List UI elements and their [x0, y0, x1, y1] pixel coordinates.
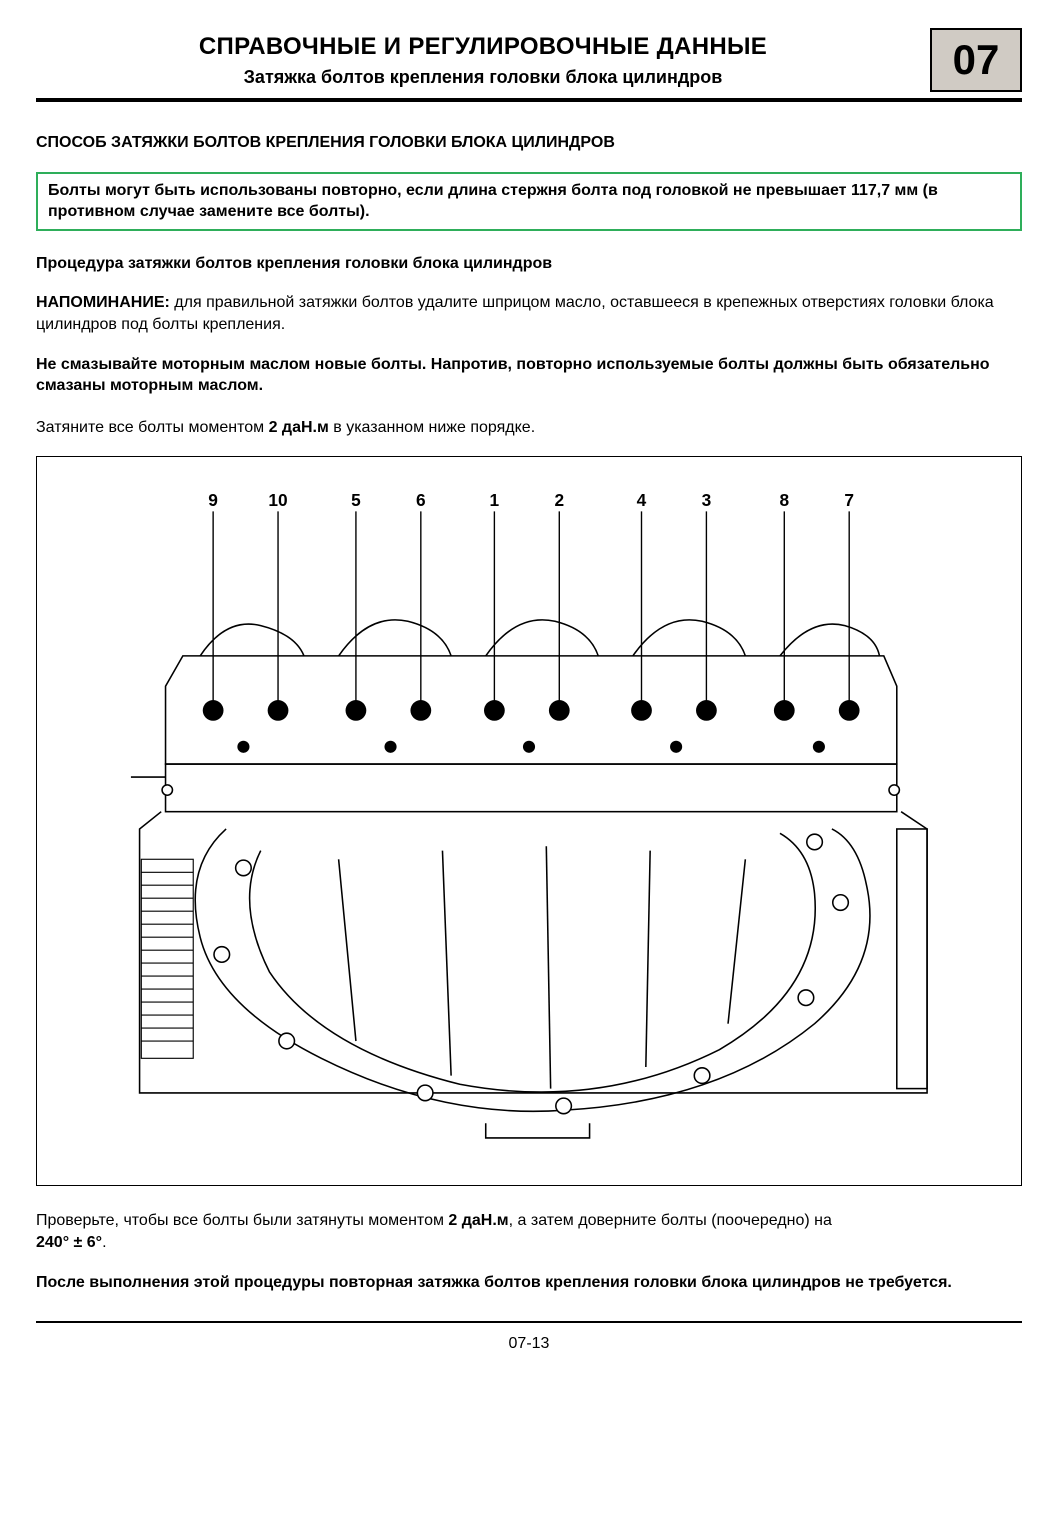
reminder-text: для правильной затяжки болтов удалите шп…: [36, 294, 994, 333]
bolt-order-label: 2: [554, 491, 564, 511]
reminder-label: НАПОМИНАНИЕ:: [36, 294, 170, 311]
step2-pre: Проверьте, чтобы все болты были затянуты…: [36, 1212, 448, 1229]
step1-post: в указанном ниже порядке.: [329, 419, 535, 436]
bolt-order-label: 5: [351, 491, 361, 511]
page-title: СПРАВОЧНЫЕ И РЕГУЛИРОВОЧНЫЕ ДАННЫЕ: [36, 31, 930, 63]
page-header: СПРАВОЧНЫЕ И РЕГУЛИРОВОЧНЫЕ ДАННЫЕ Затяж…: [36, 28, 1022, 92]
reminder-paragraph: НАПОМИНАНИЕ: для правильной затяжки болт…: [36, 292, 1022, 335]
reuse-callout: Болты могут быть использованы повторно, …: [36, 172, 1022, 231]
bolt-order-label: 3: [702, 491, 712, 511]
bolt-order-label: 7: [844, 491, 854, 511]
engine-figure: 9 10 5 6 1 2 4 3 8 7: [36, 456, 1022, 1186]
section-heading: СПОСОБ ЗАТЯЖКИ БОЛТОВ КРЕПЛЕНИЯ ГОЛОВКИ …: [36, 132, 1022, 154]
page-number: 07-13: [36, 1333, 1022, 1355]
step1-paragraph: Затяните все болты моментом 2 даН.м в ук…: [36, 417, 1022, 439]
bolt-order-label: 8: [779, 491, 789, 511]
bolt-order-label: 6: [416, 491, 426, 511]
final-note: После выполнения этой процедуры повторна…: [36, 1272, 1022, 1294]
bolt-order-label: 10: [268, 491, 287, 511]
bolt-order-label: 9: [208, 491, 218, 511]
header-rule: [36, 98, 1022, 102]
step2-angle: 240° ± 6°: [36, 1234, 102, 1251]
step2-mid: , а затем доверните болты (поочередно) н…: [509, 1212, 832, 1229]
engine-diagram-svg: 9 10 5 6 1 2 4 3 8 7: [79, 471, 979, 1161]
bolt-order-label: 4: [637, 491, 647, 511]
step1-torque: 2 даН.м: [269, 419, 329, 436]
lubrication-warning: Не смазывайте моторным маслом новые болт…: [36, 354, 1022, 397]
footer-rule: [36, 1321, 1022, 1323]
step2-torque: 2 даН.м: [448, 1212, 508, 1229]
procedure-heading: Процедура затяжки болтов крепления голов…: [36, 253, 1022, 275]
page-subtitle: Затяжка болтов крепления головки блока ц…: [36, 65, 930, 89]
step2-post: .: [102, 1234, 106, 1251]
step1-pre: Затяните все болты моментом: [36, 419, 269, 436]
step2-paragraph: Проверьте, чтобы все болты были затянуты…: [36, 1210, 1022, 1253]
bolt-order-label: 1: [490, 491, 500, 511]
section-number-badge: 07: [930, 28, 1022, 92]
